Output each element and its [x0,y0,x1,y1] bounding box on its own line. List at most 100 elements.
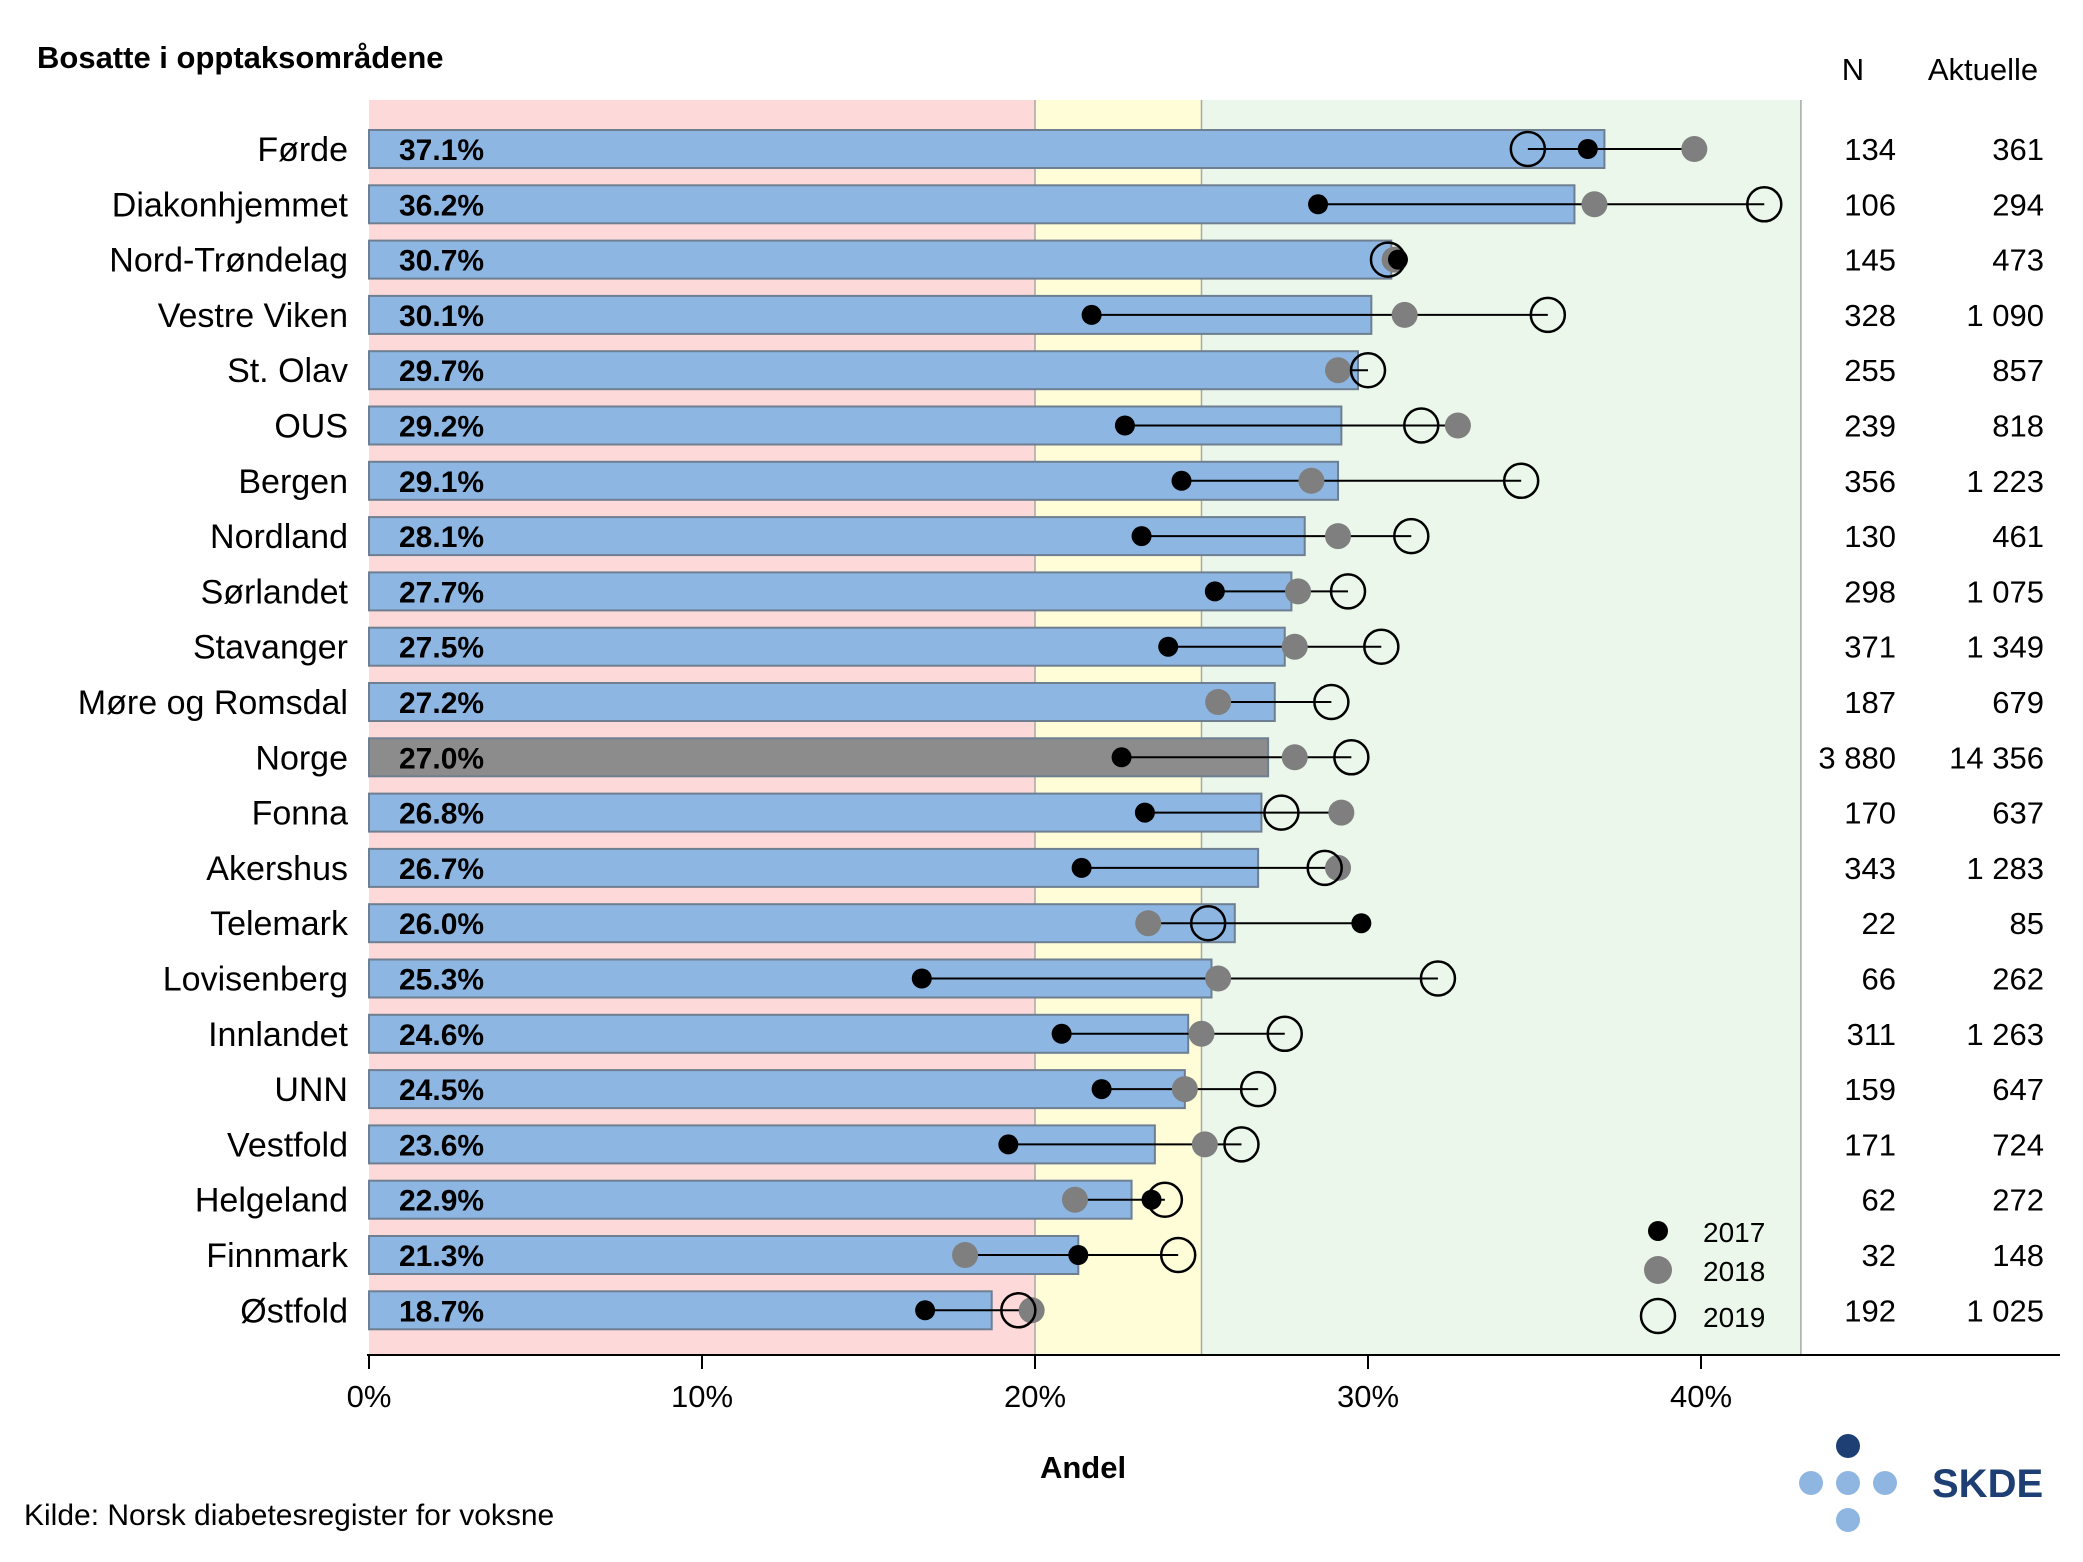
source-note: Kilde: Norsk diabetesregister for voksne [24,1499,554,1532]
n-value-8: 298 [1844,574,1896,609]
point-2019-9 [1363,628,1400,665]
point-2019-16 [1266,1015,1303,1053]
aktuelle-value-18: 724 [1992,1127,2044,1162]
point-2017-21 [915,1300,936,1321]
logo-dot-top [1836,1434,1860,1458]
aktuelle-value-13: 1 283 [1966,851,2044,886]
chart-title: Bosatte i opptaksområdene [37,40,444,75]
target-zone-1 [1035,100,1202,1355]
category-label-10: Møre og Romsdal [78,684,348,722]
aktuelle-value-11: 14 356 [1949,740,2044,775]
bar-value-label-18: 23.6% [399,1129,484,1162]
point-2017-15 [911,968,932,989]
category-label-18: Vestfold [227,1126,348,1164]
skde-logo: SKDE [1799,1434,2043,1532]
category-label-5: OUS [274,408,348,446]
aktuelle-value-16: 1 263 [1966,1017,2044,1052]
point-2019-0 [1509,130,1547,168]
point-2019-21 [1000,1292,1037,1329]
point-2018-16 [1188,1020,1215,1047]
legend-label-2019: 2019 [1703,1302,1765,1333]
point-2018-5 [1444,412,1471,439]
point-2018-19 [1061,1186,1088,1213]
category-label-11: Norge [255,739,348,777]
category-label-17: UNN [274,1071,348,1109]
x-axis-ticks: 0% 10% 20% 30% 40% [347,1355,1732,1414]
point-2018-21 [1018,1297,1045,1324]
bar-value-label-5: 29.2% [399,411,484,444]
point-2017-3 [1081,304,1102,325]
n-value-4: 255 [1844,353,1896,388]
category-label-16: Innlandet [208,1016,348,1054]
category-label-15: Lovisenberg [163,961,348,999]
bar-value-label-9: 27.5% [399,632,484,665]
aktuelle-value-19: 272 [1992,1183,2044,1218]
point-2018-6 [1298,467,1325,494]
x-axis-label: Andel [1040,1450,1126,1485]
legend: 2017 2018 2019 [1639,1217,1765,1335]
column-header-n: N [1842,52,1864,87]
x-tick-label-4: 40% [1670,1379,1732,1414]
logo-dot-right [1873,1471,1897,1495]
aktuelle-value-4: 857 [1992,353,2044,388]
point-2018-20 [952,1242,979,1268]
bar-value-label-19: 22.9% [399,1185,484,1218]
category-label-6: Bergen [238,463,348,501]
point-2018-18 [1191,1131,1218,1158]
category-label-19: Helgeland [195,1182,348,1220]
bar-value-label-1: 36.2% [399,189,484,222]
bar-value-label-17: 24.5% [399,1074,484,1107]
aktuelle-value-0: 361 [1992,132,2044,167]
n-value-2: 145 [1844,243,1896,278]
bar-9 [368,626,1286,667]
aktuelle-value-6: 1 223 [1966,464,2044,499]
n-value-18: 171 [1844,1127,1896,1162]
logo-dot-bottom [1836,1508,1860,1532]
bar-value-label-12: 26.8% [399,798,484,831]
n-value-14: 22 [1862,906,1896,941]
point-2019-14 [1189,904,1227,942]
point-2019-17 [1239,1070,1277,1108]
bar-0 [368,129,1606,169]
bar-4 [368,350,1360,391]
x-tick-label-1: 10% [671,1379,733,1414]
aktuelle-value-14: 85 [2010,906,2044,941]
bar-value-label-0: 37.1% [399,134,484,167]
n-value-21: 192 [1844,1293,1896,1328]
point-2019-3 [1529,296,1567,334]
point-2018-9 [1281,633,1308,660]
n-value-1: 106 [1844,187,1896,222]
bar-value-label-14: 26.0% [399,908,484,941]
bar-value-label-8: 27.7% [399,576,484,609]
point-2017-13 [1071,857,1092,878]
x-tick-label-3: 30% [1337,1379,1399,1414]
aktuelle-value-5: 818 [1992,409,2044,444]
point-2018-7 [1325,523,1352,550]
n-value-3: 328 [1844,298,1896,333]
point-2018-14 [1135,910,1162,937]
aktuelle-value-12: 637 [1992,796,2044,831]
category-label-14: Telemark [210,905,349,943]
n-value-20: 32 [1862,1238,1896,1273]
point-2019-10 [1313,683,1350,721]
category-label-0: Førde [257,131,348,169]
bar-value-label-15: 25.3% [399,964,484,997]
category-label-2: Nord-Trøndelag [109,242,348,280]
n-value-9: 371 [1844,630,1896,665]
point-2019-12 [1263,794,1300,831]
bar-value-label-16: 24.6% [399,1019,484,1052]
bar-value-label-13: 26.7% [399,853,484,886]
point-2018-17 [1171,1076,1198,1103]
points-layer [911,130,1783,1329]
legend-label-2017: 2017 [1703,1217,1765,1248]
category-label-7: Nordland [210,518,348,556]
bar-value-label-20: 21.3% [399,1240,484,1273]
n-value-12: 170 [1844,796,1896,831]
n-value-13: 343 [1844,851,1896,886]
point-2017-0 [1577,139,1598,159]
point-2019-1 [1746,186,1783,223]
n-value-10: 187 [1844,685,1896,720]
point-2017-7 [1131,526,1152,547]
point-2017-12 [1134,802,1155,823]
